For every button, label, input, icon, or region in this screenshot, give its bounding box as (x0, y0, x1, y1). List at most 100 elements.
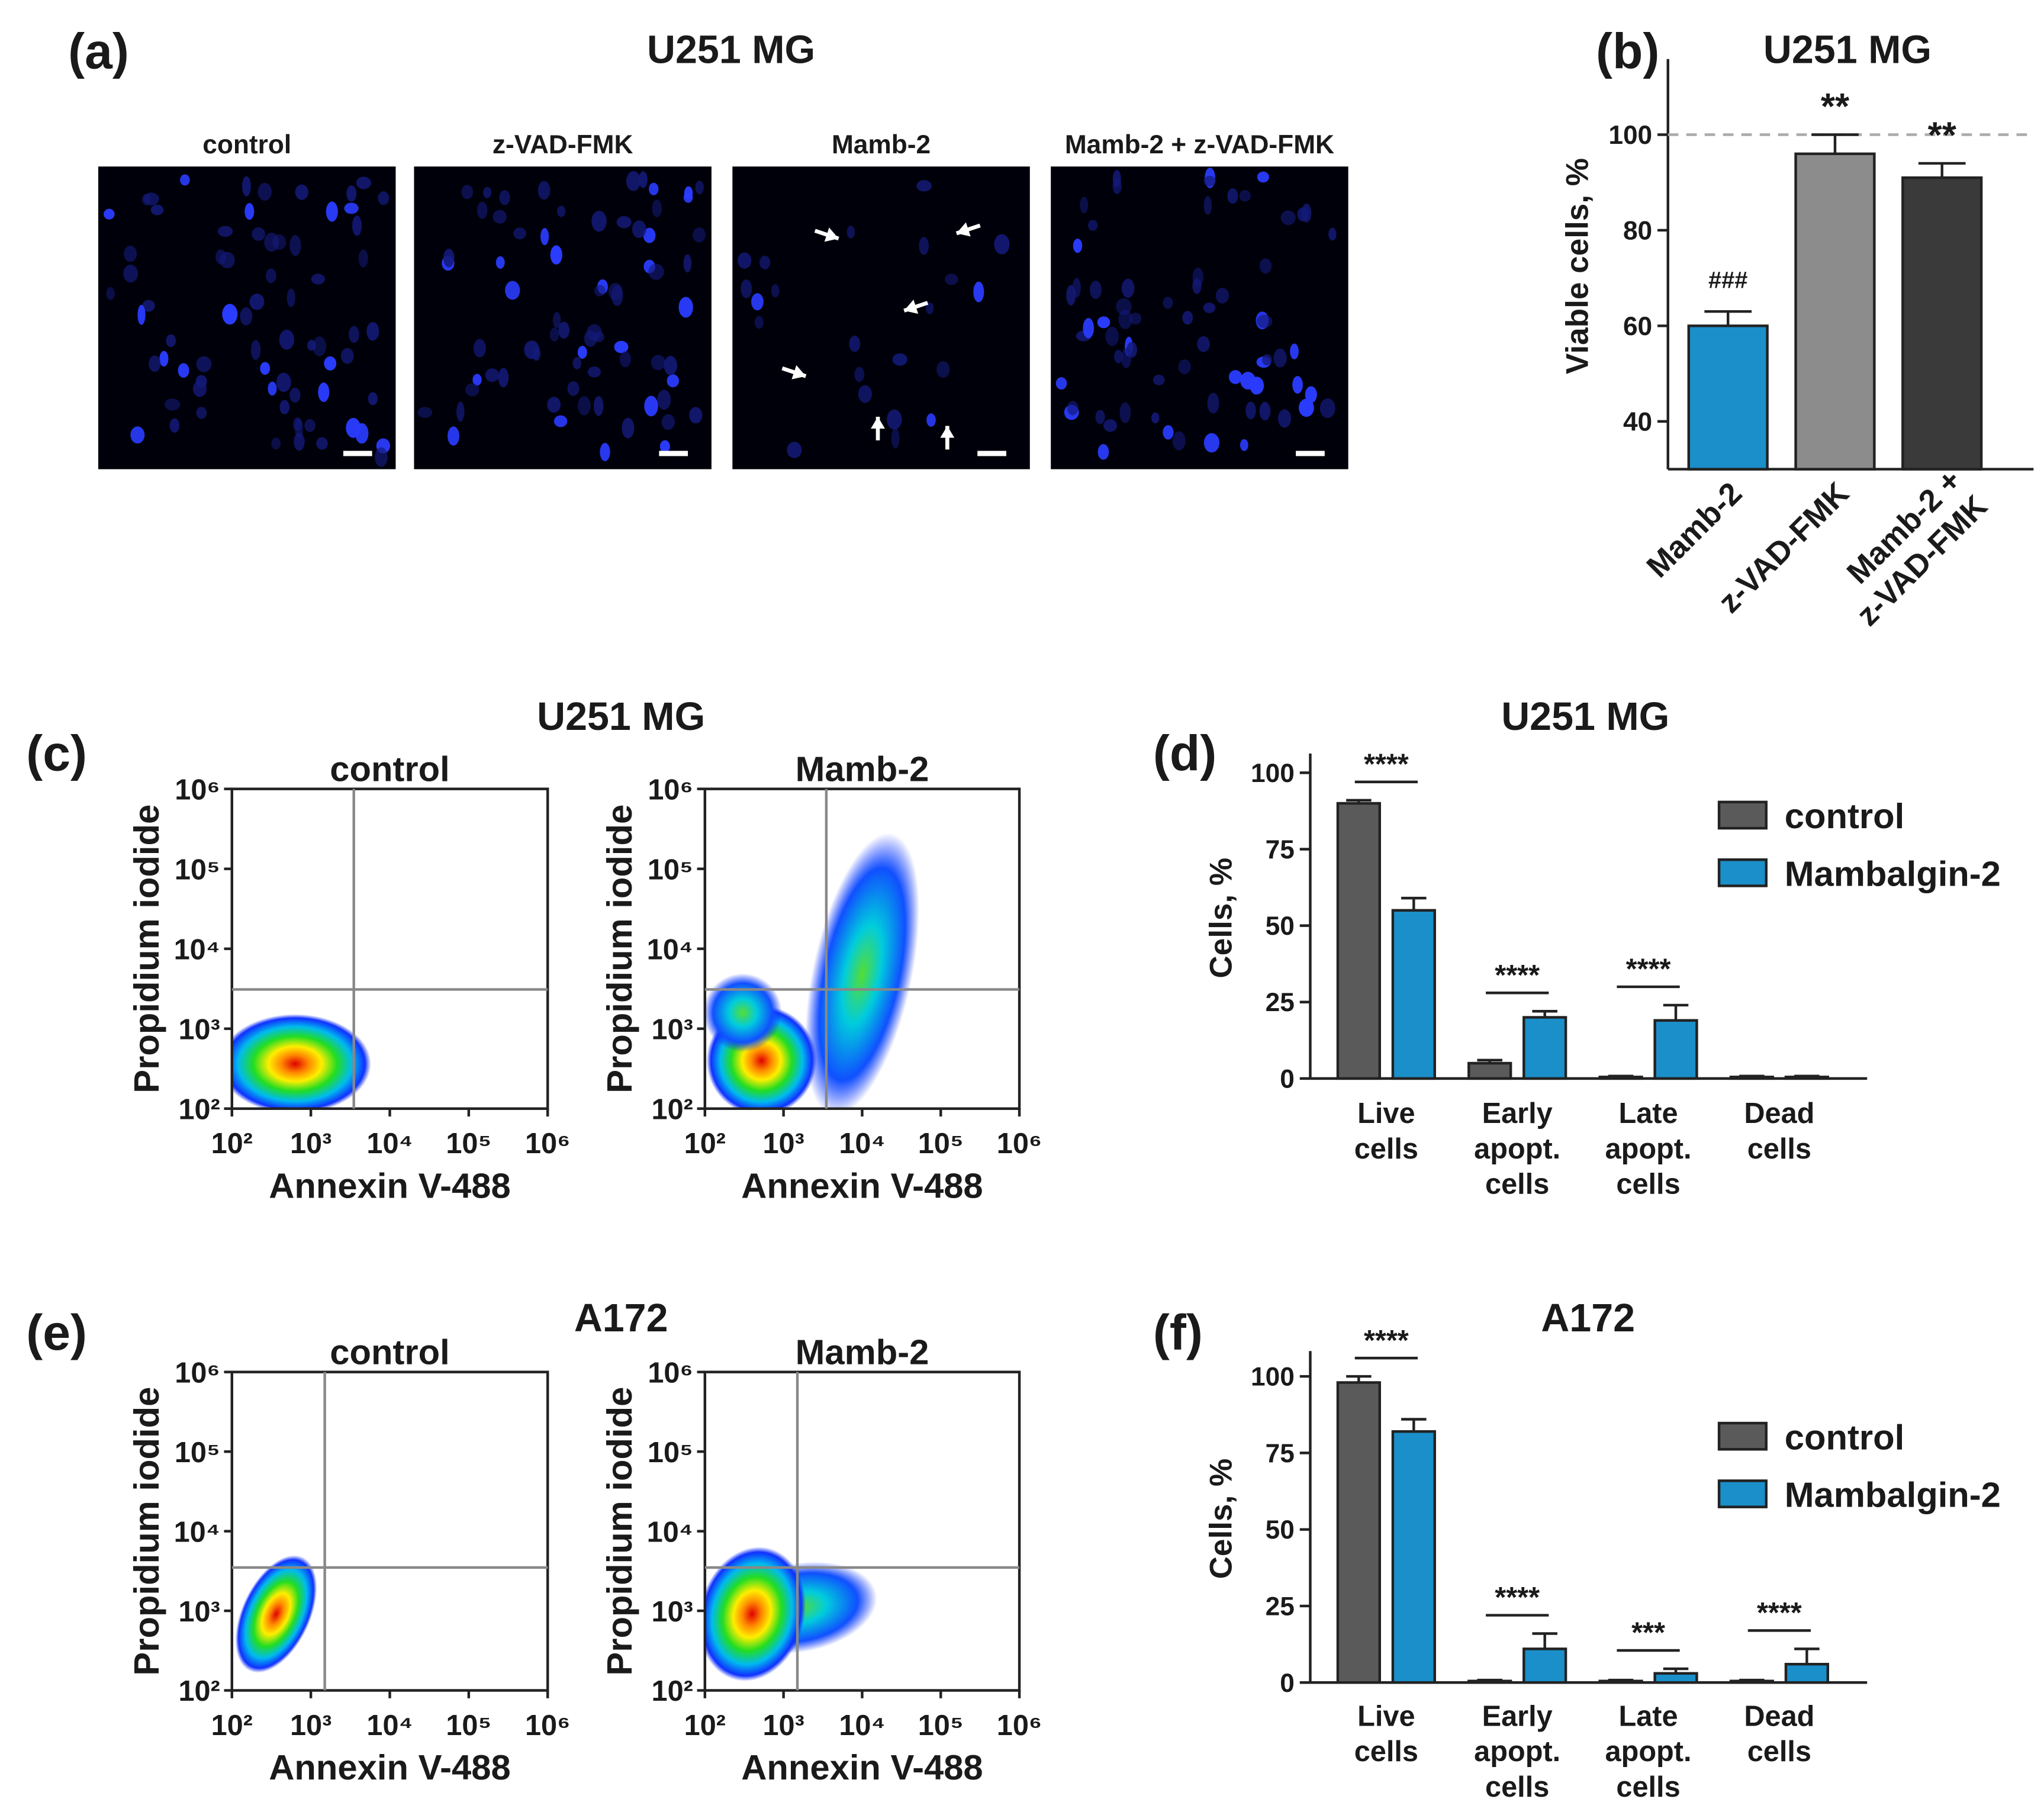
density-cloud (704, 833, 920, 1109)
nucleus (195, 375, 207, 388)
nucleus (639, 171, 648, 188)
nucleus (1121, 278, 1135, 298)
nucleus (249, 293, 265, 310)
x-tick-label: 10⁶ (525, 1128, 571, 1160)
nucleus (572, 357, 582, 369)
significance-label: **** (1364, 749, 1409, 781)
y-tick-label: 10⁵ (175, 1437, 220, 1469)
nucleus (644, 395, 658, 417)
nucleus (104, 208, 115, 220)
nucleus (250, 340, 261, 361)
significance-label: ### (1708, 267, 1747, 293)
nucleus (150, 204, 164, 215)
nucleus (1163, 425, 1174, 440)
nucleus (678, 297, 693, 318)
nucleus (593, 331, 604, 343)
x-tick-label: Early apopt. cells (1474, 1098, 1560, 1201)
significance-label: **** (1495, 1582, 1540, 1614)
legend-swatch (1717, 800, 1768, 830)
nucleus (689, 407, 703, 424)
nucleus (294, 433, 305, 451)
nucleus (738, 252, 752, 269)
bar (1391, 1430, 1436, 1684)
y-tick-label: 10⁵ (648, 854, 693, 886)
nucleus (593, 395, 604, 416)
nucleus (264, 233, 279, 252)
arrow-head (824, 227, 839, 242)
nucleus (166, 334, 176, 347)
nucleus (1319, 398, 1335, 419)
scale-bar (343, 450, 372, 456)
nucleus (178, 363, 189, 378)
bar (1729, 1076, 1775, 1080)
nucleus (1299, 398, 1314, 417)
nucleus (349, 326, 359, 343)
group-title: A172 (574, 1296, 668, 1340)
nucleus (356, 176, 372, 189)
chart-title: A172 (1541, 1296, 1635, 1340)
nucleus (1302, 203, 1312, 223)
y-tick-label: 10⁵ (175, 854, 220, 886)
nucleus (754, 316, 764, 329)
nucleus (614, 340, 629, 353)
panel-label: (b) (1596, 23, 1659, 79)
x-tick-label: 10² (211, 1710, 253, 1742)
nucleus (649, 182, 659, 195)
nucleus (472, 374, 482, 386)
y-tick-label: 10⁶ (175, 774, 220, 806)
density-blob (235, 1555, 317, 1673)
panel-label: (e) (26, 1305, 87, 1360)
nucleus (600, 443, 610, 462)
nucleus (355, 423, 369, 444)
nucleus (495, 256, 505, 269)
y-tick-label: 10⁴ (647, 1516, 693, 1548)
nucleus (771, 284, 780, 298)
nucleus (311, 273, 325, 285)
nucleus (240, 307, 253, 326)
nucleus (106, 287, 115, 300)
nucleus (591, 210, 607, 232)
nucleus (1067, 401, 1079, 416)
bar (1522, 1647, 1567, 1684)
nucleus (1245, 401, 1256, 420)
x-tick-label: Early apopt. cells (1474, 1700, 1560, 1803)
nucleus (1172, 431, 1186, 450)
nucleus (276, 372, 291, 392)
legend-label: Mambalgin-2 (1785, 1475, 2001, 1515)
nucleus (849, 336, 861, 352)
nucleus (196, 407, 207, 419)
nucleus (326, 201, 338, 222)
nucleus (180, 174, 190, 186)
x-tick-label: 10⁶ (997, 1710, 1042, 1742)
nucleus (547, 397, 561, 413)
x-axis-label: Annexin V-488 (741, 1748, 983, 1787)
nucleus (1203, 302, 1216, 313)
bar (1784, 1663, 1829, 1684)
nucleus (846, 226, 855, 239)
density-blob (704, 1546, 806, 1681)
y-tick-label: 10⁵ (648, 1437, 693, 1469)
nucleus (1151, 412, 1160, 424)
y-tick-label: 10³ (652, 1013, 693, 1045)
x-tick-label: Mamb-2 +z-VAD-FMK (1824, 463, 1994, 633)
y-tick-label: 50 (1266, 1515, 1295, 1544)
nucleus (659, 440, 670, 453)
bar (1336, 802, 1381, 1080)
nucleus (1259, 401, 1271, 421)
nucleus (854, 366, 865, 382)
nucleus (279, 329, 295, 350)
nucleus (553, 415, 568, 427)
significance-label: **** (1495, 960, 1540, 992)
group-title: U251 MG (537, 695, 705, 739)
micrograph (732, 166, 1030, 469)
nucleus (1292, 376, 1303, 394)
nucleus (1290, 343, 1299, 359)
density-blob (704, 973, 782, 1053)
y-tick-label: 10⁴ (647, 934, 693, 966)
nucleus (366, 321, 379, 341)
x-tick-label: Live cells (1354, 1700, 1418, 1768)
nucleus (1215, 288, 1229, 304)
y-axis-label: Propidium iodide (600, 804, 639, 1093)
density-blob (804, 833, 920, 1109)
nucleus (1305, 386, 1317, 403)
